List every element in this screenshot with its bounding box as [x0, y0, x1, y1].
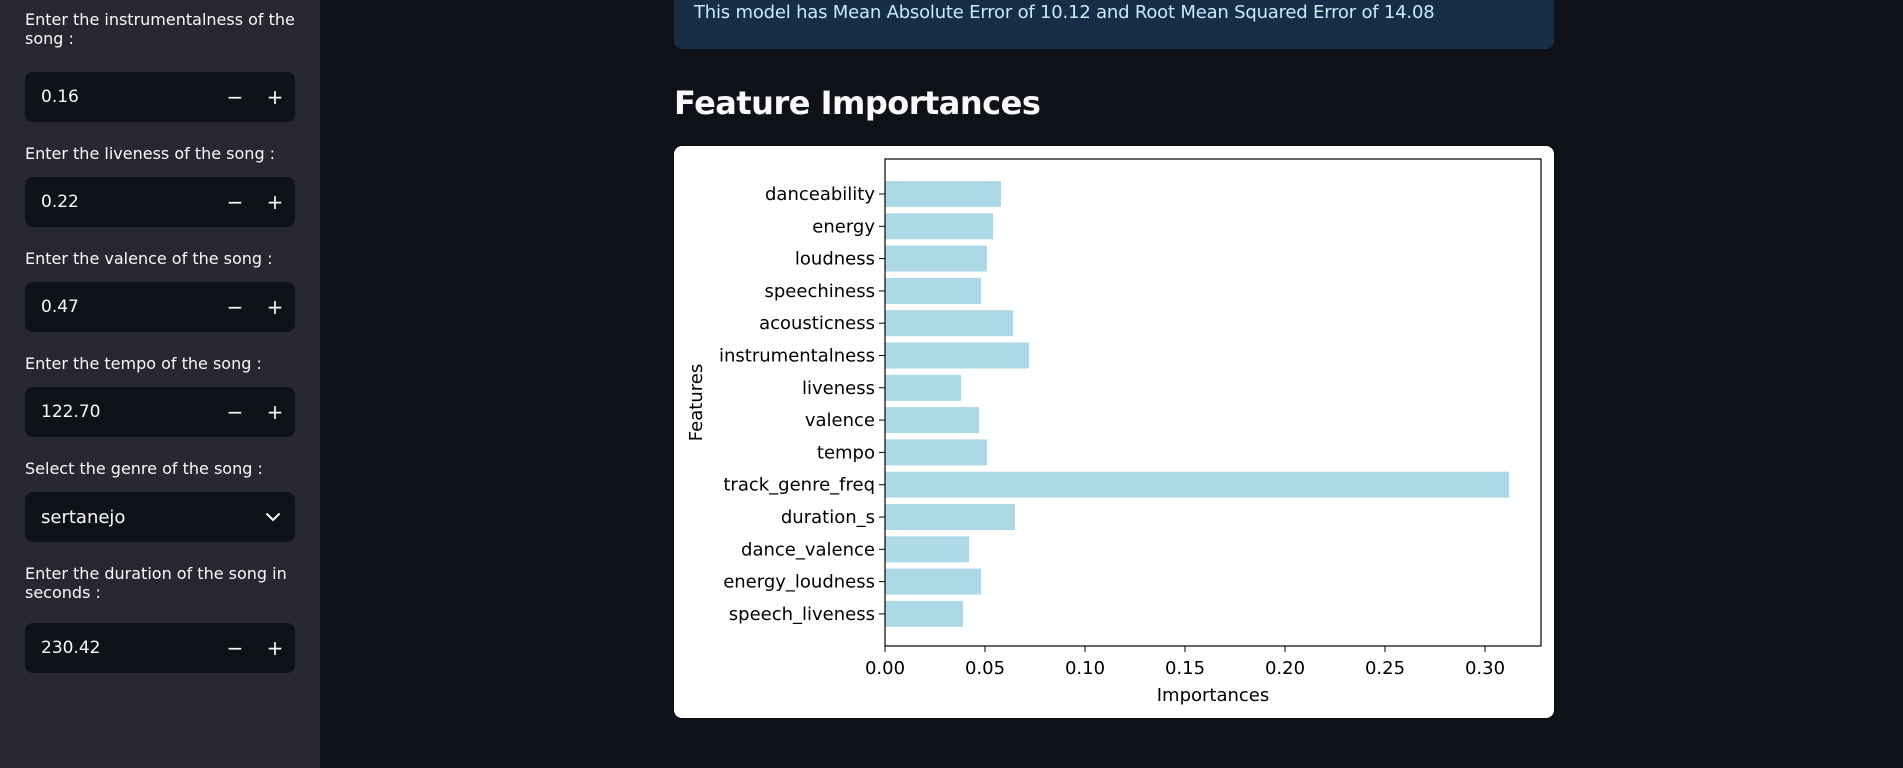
ytick-label-liveness: liveness [802, 378, 875, 399]
increment-button[interactable]: + [255, 72, 295, 122]
genre-label: Select the genre of the song : [25, 459, 295, 478]
duration-input[interactable]: 230.42 − + [25, 623, 295, 673]
bar-speech_liveness [885, 601, 963, 627]
tempo-value[interactable]: 122.70 [25, 402, 215, 422]
ytick-label-track_genre_freq: track_genre_freq [723, 475, 875, 496]
instrumentalness-input[interactable]: 0.16 − + [25, 72, 295, 122]
valence-value[interactable]: 0.47 [25, 297, 215, 317]
info-text: This model has Mean Absolute Error of 10… [694, 2, 1434, 23]
bar-speechiness [885, 278, 981, 304]
ytick-label-energy_loudness: energy_loudness [723, 572, 875, 593]
x-axis-label: Importances [1157, 685, 1270, 706]
xtick-label-0.00: 0.00 [865, 658, 905, 679]
liveness-value[interactable]: 0.22 [25, 192, 215, 212]
sidebar: Enter the instrumentalness of the song :… [0, 0, 320, 768]
bar-danceability [885, 181, 1001, 207]
feature-importance-chart: danceability energy loudness speechiness aco… [674, 146, 1554, 718]
bar-energy [885, 213, 993, 239]
increment-button[interactable]: + [255, 623, 295, 673]
xtick-label-0.10: 0.10 [1065, 658, 1105, 679]
ytick-label-speechiness: speechiness [765, 281, 876, 302]
info-alert: This model has Mean Absolute Error of 10… [674, 0, 1554, 49]
ytick-label-tempo: tempo [817, 442, 875, 463]
instrumentalness-value[interactable]: 0.16 [25, 87, 215, 107]
ytick-label-valence: valence [805, 410, 875, 431]
genre-value[interactable]: sertanejo [25, 507, 251, 528]
bar-track_genre_freq [885, 472, 1509, 498]
duration-value[interactable]: 230.42 [25, 638, 215, 658]
xtick-label-0.20: 0.20 [1265, 658, 1305, 679]
bar-energy_loudness [885, 569, 981, 595]
xtick-label-0.05: 0.05 [965, 658, 1005, 679]
ytick-label-speech_liveness: speech_liveness [729, 604, 875, 625]
bar-loudness [885, 246, 987, 272]
ytick-label-instrumentalness: instrumentalness [719, 346, 875, 367]
xtick-label-0.30: 0.30 [1465, 658, 1505, 679]
ytick-label-dance_valence: dance_valence [741, 539, 875, 560]
liveness-input[interactable]: 0.22 − + [25, 177, 295, 227]
increment-button[interactable]: + [255, 177, 295, 227]
tempo-label: Enter the tempo of the song : [25, 354, 295, 373]
ytick-label-energy: energy [812, 216, 875, 237]
decrement-button[interactable]: − [215, 72, 255, 122]
decrement-button[interactable]: − [215, 282, 255, 332]
xtick-label-0.15: 0.15 [1165, 658, 1205, 679]
chevron-down-icon[interactable] [251, 512, 295, 522]
valence-input[interactable]: 0.47 − + [25, 282, 295, 332]
decrement-button[interactable]: − [215, 387, 255, 437]
increment-button[interactable]: + [255, 282, 295, 332]
ytick-label-danceability: danceability [765, 184, 875, 205]
y-axis-label: Features [686, 364, 707, 441]
xtick-label-0.25: 0.25 [1365, 658, 1405, 679]
genre-select[interactable]: sertanejo [25, 492, 295, 542]
bar-acousticness [885, 310, 1013, 336]
valence-label: Enter the valence of the song : [25, 249, 295, 268]
ytick-label-acousticness: acousticness [759, 313, 875, 334]
bar-valence [885, 407, 979, 433]
ytick-label-duration_s: duration_s [781, 507, 875, 528]
instrumentalness-label: Enter the instrumentalness of the song : [25, 10, 295, 48]
decrement-button[interactable]: − [215, 623, 255, 673]
bar-instrumentalness [885, 343, 1029, 369]
increment-button[interactable]: + [255, 387, 295, 437]
ytick-label-loudness: loudness [795, 249, 875, 270]
bar-duration_s [885, 504, 1015, 530]
tempo-input[interactable]: 122.70 − + [25, 387, 295, 437]
section-title: Feature Importances [674, 84, 1040, 122]
bar-tempo [885, 439, 987, 465]
bar-dance_valence [885, 536, 969, 562]
liveness-label: Enter the liveness of the song : [25, 144, 295, 163]
decrement-button[interactable]: − [215, 177, 255, 227]
bar-liveness [885, 375, 961, 401]
chart-svg: danceability energy loudness speechiness aco… [674, 146, 1554, 718]
duration-label: Enter the duration of the song in second… [25, 564, 295, 602]
